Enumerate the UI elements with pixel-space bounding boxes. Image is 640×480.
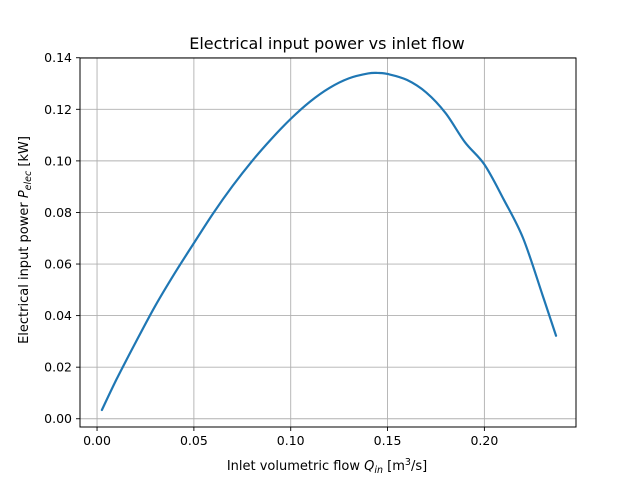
x-tick-label: 0.00	[83, 433, 111, 448]
ticks: 0.00 0.05 0.10 0.15 0.20 0.00 0.02 0.04 0.06 0.08…	[44, 50, 498, 448]
x-tick-label: 0.10	[277, 433, 305, 448]
y-tick-label: 0.00	[44, 411, 72, 426]
x-tick-label: 0.05	[180, 433, 208, 448]
x-label-prefix: Inlet volumetric flow	[227, 459, 364, 474]
plot-frame	[79, 57, 577, 428]
y-tick-label: 0.06	[44, 257, 72, 272]
x-label-symbol: Q	[364, 459, 374, 474]
y-tick-label: 0.12	[44, 102, 72, 117]
y-label-unit: [kW]	[17, 136, 32, 171]
x-label-subscript: in	[374, 465, 383, 476]
y-label-subscript: elec	[23, 170, 34, 190]
x-tick-label: 0.20	[470, 433, 498, 448]
y-label-symbol: P	[17, 190, 32, 198]
y-tick-label: 0.14	[44, 50, 72, 65]
x-label-unit-close: /s]	[411, 459, 427, 474]
y-tick-label: 0.08	[44, 205, 72, 220]
y-tick-label: 0.04	[44, 308, 72, 323]
y-tick-label: 0.10	[44, 153, 72, 168]
y-tick-label: 0.02	[44, 360, 72, 375]
chart-title: Electrical input power vs inlet flow	[189, 34, 464, 53]
series-line	[100, 71, 558, 412]
x-axis-label: Inlet volumetric flow Qin [m3/s]	[227, 457, 427, 476]
y-axis-label: Electrical input power Pelec [kW]	[17, 136, 34, 344]
x-tick-label: 0.15	[374, 433, 402, 448]
series-layer	[100, 71, 558, 412]
y-label-prefix: Electrical input power	[17, 198, 32, 344]
x-label-unit-sup: 3	[405, 457, 411, 468]
x-label-unit-open: [m	[383, 459, 405, 474]
